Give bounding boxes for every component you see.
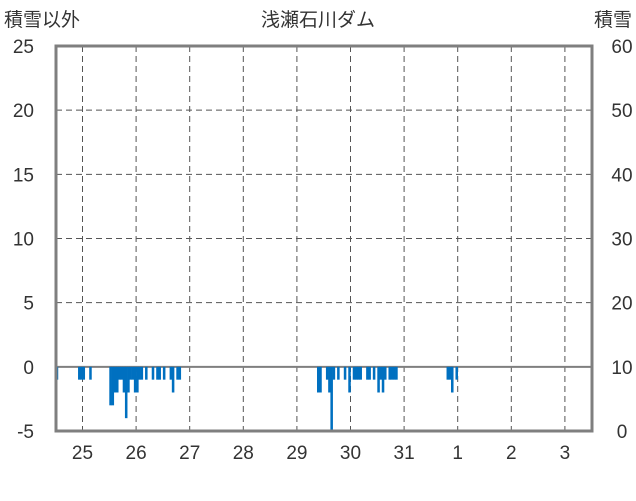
right-tick-label: 0 <box>617 422 628 443</box>
chart-title: 浅瀬石川ダム <box>261 9 375 31</box>
bar <box>325 366 329 380</box>
x-axis-ticks: 25 26 27 28 29 30 31 1 2 3 <box>72 443 570 464</box>
bar <box>89 366 92 380</box>
bar <box>366 366 369 380</box>
x-tick-label: 25 <box>72 443 93 464</box>
bar <box>80 366 83 380</box>
bar <box>133 366 137 393</box>
bar <box>451 366 454 393</box>
x-tick-label: 31 <box>394 443 415 464</box>
bar <box>169 366 173 380</box>
right-axis-label: 積雪 <box>594 9 632 31</box>
bar <box>354 366 358 380</box>
x-tick-label: 27 <box>179 443 200 464</box>
x-tick-label: 2 <box>506 443 517 464</box>
bar <box>171 366 175 393</box>
plot-frame <box>54 44 594 433</box>
bar <box>176 366 179 380</box>
bar <box>111 366 115 406</box>
bar <box>343 366 347 380</box>
left-tick-label: 0 <box>23 358 34 379</box>
bar <box>348 366 351 393</box>
bar <box>448 366 452 380</box>
bar <box>109 366 112 406</box>
bar <box>372 366 376 380</box>
bar <box>138 366 141 380</box>
left-axis-label: 積雪以外 <box>4 9 80 31</box>
bar <box>455 366 458 380</box>
bar <box>317 366 320 393</box>
bar <box>381 366 385 393</box>
right-tick-label: 30 <box>611 230 632 251</box>
bar <box>78 366 81 380</box>
bar <box>151 366 155 380</box>
bars <box>55 366 458 431</box>
bar <box>332 366 336 380</box>
bar <box>118 366 121 380</box>
right-axis-ticks: 60 50 40 30 20 10 0 <box>611 37 632 443</box>
bar <box>337 366 340 380</box>
x-tick-label: 28 <box>233 443 254 464</box>
bar <box>359 366 362 380</box>
left-axis-ticks: 25 20 15 10 5 0 -5 <box>13 37 34 443</box>
bar <box>328 366 331 393</box>
x-tick-label: 1 <box>452 443 463 464</box>
right-tick-label: 50 <box>611 101 632 122</box>
bar <box>395 366 398 380</box>
left-tick-label: 20 <box>13 101 34 122</box>
bar <box>145 366 148 380</box>
x-tick-label: 30 <box>340 443 361 464</box>
left-tick-label: 25 <box>13 37 34 58</box>
bar <box>357 366 360 380</box>
x-tick-label: 26 <box>126 443 147 464</box>
bar <box>136 366 139 393</box>
x-tick-label: 29 <box>286 443 307 464</box>
bar <box>124 366 128 419</box>
bar <box>158 366 161 380</box>
bar <box>446 366 450 380</box>
bar <box>384 366 387 380</box>
bar <box>162 366 166 380</box>
bar <box>116 366 119 393</box>
left-tick-label: 10 <box>13 230 34 251</box>
bar <box>379 366 383 380</box>
bar <box>377 366 380 393</box>
bar <box>131 366 135 380</box>
bar <box>392 366 396 380</box>
bar <box>352 366 356 380</box>
right-tick-label: 10 <box>611 358 632 379</box>
bar <box>129 366 132 380</box>
bar <box>82 366 86 380</box>
right-tick-label: 60 <box>611 37 632 58</box>
bar <box>122 366 126 393</box>
bar <box>330 366 333 431</box>
bar <box>120 366 123 380</box>
left-tick-label: 5 <box>23 294 34 315</box>
bar <box>127 366 130 393</box>
right-tick-label: 20 <box>611 294 632 315</box>
bar <box>140 366 144 380</box>
bar <box>390 366 394 380</box>
right-tick-label: 40 <box>611 165 632 186</box>
bar <box>368 366 371 380</box>
bar <box>113 366 117 393</box>
x-tick-label: 3 <box>560 443 571 464</box>
bar <box>156 366 159 380</box>
left-tick-label: 15 <box>13 165 34 186</box>
bar <box>319 366 322 393</box>
bar <box>178 366 182 380</box>
left-tick-label: -5 <box>17 422 34 443</box>
bar <box>388 366 391 380</box>
